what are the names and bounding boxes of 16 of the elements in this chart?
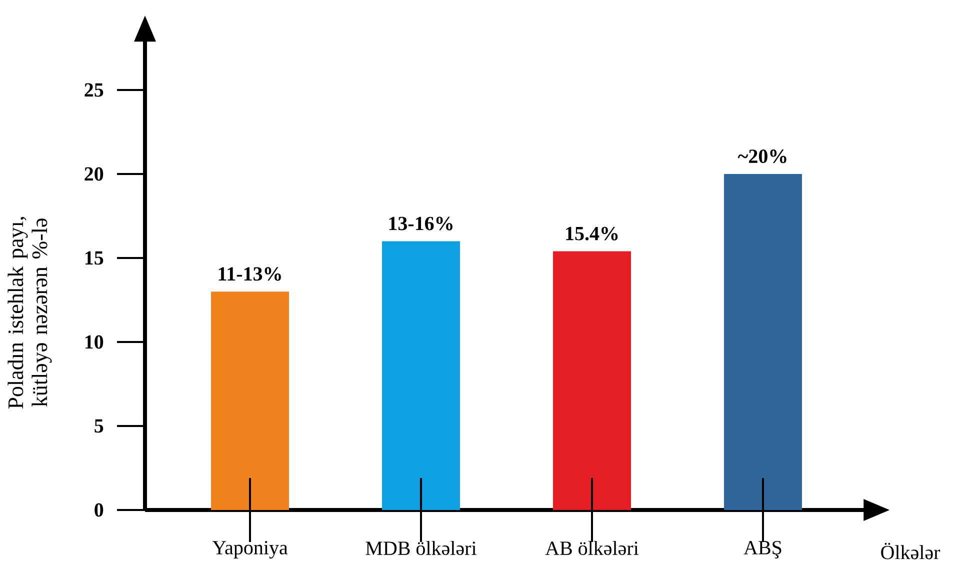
y-axis-title: Poladın istehlak payı, kütləyə nəzərən %-lə	[8, 216, 52, 409]
x-tick-label: MDB ölkələri	[366, 540, 476, 556]
annotation: 15.4%	[566, 226, 618, 240]
y-tick-label: 5	[94, 419, 104, 433]
x-tick-label: Yaponiya	[212, 540, 288, 559]
x-axis-title: Ölkələr	[881, 542, 940, 560]
x-tick-label: ABŞ	[744, 540, 782, 558]
y-tick-label: 20	[84, 167, 104, 181]
annotation: ~20%	[738, 150, 786, 164]
y-tick-label: 15	[85, 251, 104, 265]
y-tick-label: 25	[84, 83, 104, 97]
x-tick-label: AB ölkələri	[545, 540, 639, 556]
y-tick-label: 0	[94, 503, 104, 517]
annotation: 11-13%	[218, 267, 281, 281]
y-tick-label: 10	[85, 335, 104, 349]
annotation: 13-16%	[389, 216, 452, 230]
